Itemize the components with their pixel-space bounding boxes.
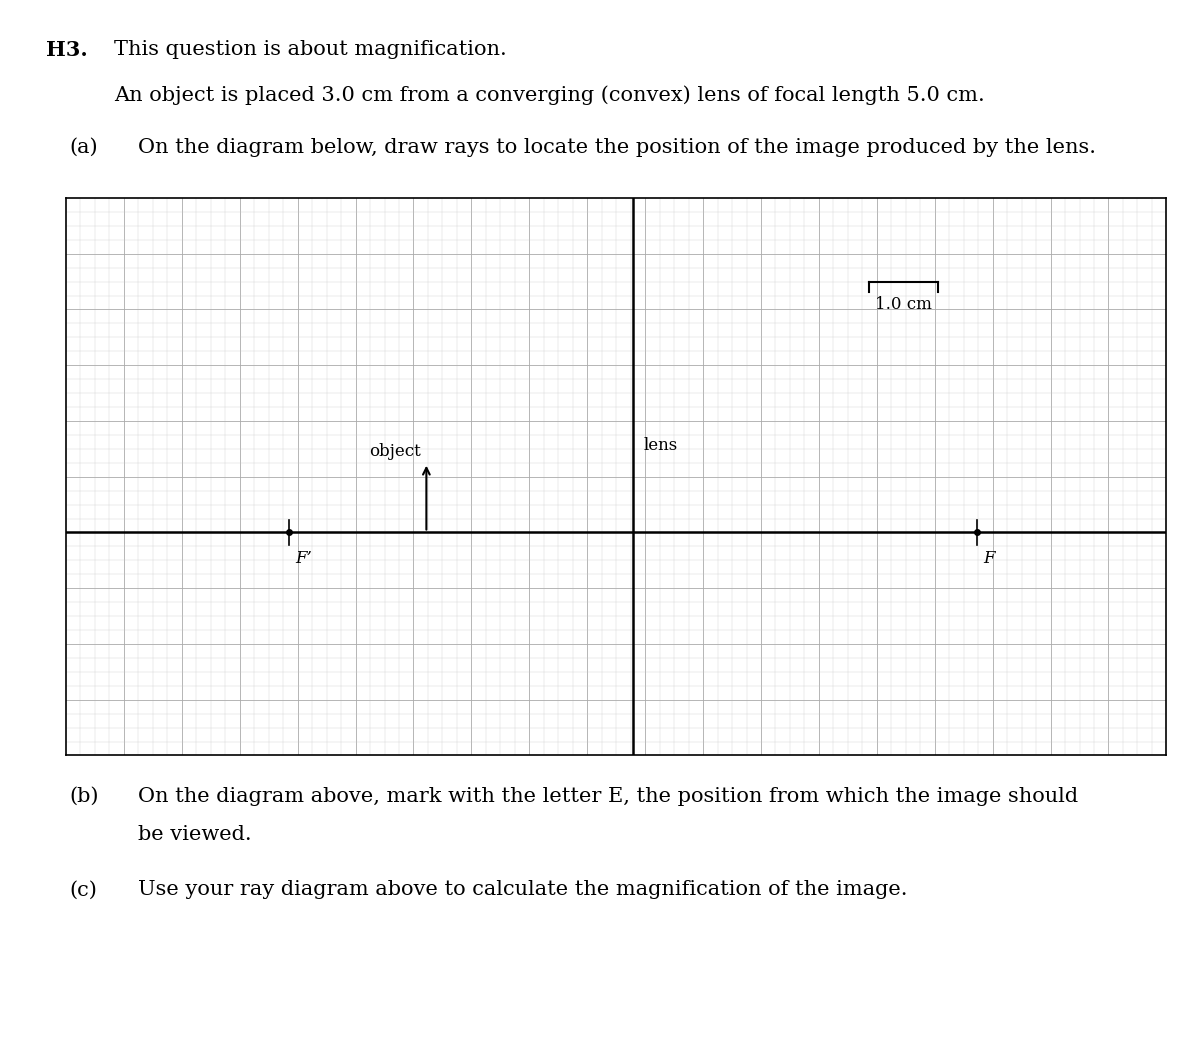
Text: (a): (a) [70,138,98,156]
Text: (c): (c) [70,880,97,899]
Text: Use your ray diagram above to calculate the magnification of the image.: Use your ray diagram above to calculate … [138,880,907,899]
Text: This question is about magnification.: This question is about magnification. [114,40,506,58]
Text: lens: lens [643,438,678,454]
Text: 1.0 cm: 1.0 cm [875,296,932,313]
Text: On the diagram above, mark with the letter E, the position from which the image : On the diagram above, mark with the lett… [138,787,1078,805]
Text: On the diagram below, draw rays to locate the position of the image produced by : On the diagram below, draw rays to locat… [138,138,1096,156]
Text: (b): (b) [70,787,100,805]
Text: F’: F’ [295,550,312,567]
Text: An object is placed 3.0 cm from a converging (convex) lens of focal length 5.0 c: An object is placed 3.0 cm from a conver… [114,85,985,105]
Text: object: object [370,443,421,460]
Text: H3.: H3. [46,40,88,59]
Text: be viewed.: be viewed. [138,825,252,844]
Text: F: F [983,550,995,567]
